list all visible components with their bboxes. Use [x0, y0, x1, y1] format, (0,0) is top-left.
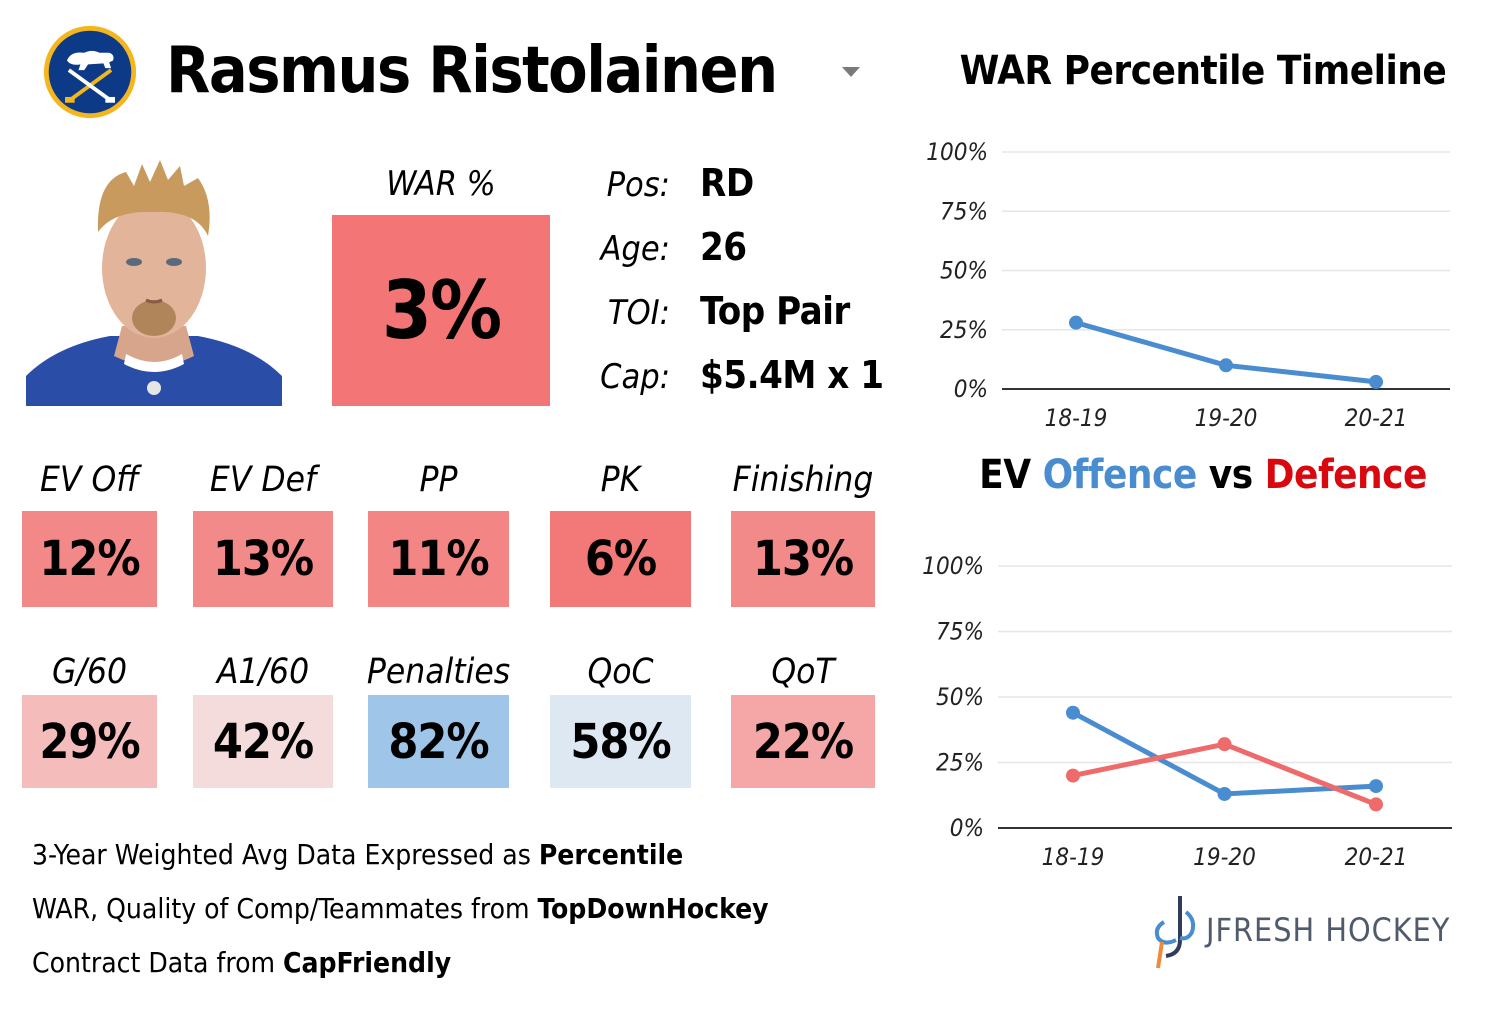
- position-label: Pos:: [606, 165, 670, 205]
- war-timeline-chart: 0% 25% 50% 75% 100% 18-19 19-20 20-21: [926, 138, 1450, 432]
- cap-label: Cap:: [600, 357, 670, 397]
- stat-box-penalties: 82%: [368, 695, 509, 788]
- player-select-chevron-down-icon[interactable]: [842, 67, 860, 77]
- sabres-logo-icon: [43, 25, 137, 119]
- toi-label: TOI:: [607, 293, 670, 333]
- note-war-source-bold: TopDownHockey: [537, 892, 769, 925]
- note-contract-source-text: Contract Data from: [32, 946, 284, 979]
- age-label: Age:: [600, 229, 670, 269]
- position-value: RD: [700, 161, 754, 205]
- x-tick-label: 19-20: [1193, 843, 1256, 871]
- note-percentile-text: 3-Year Weighted Avg Data Expressed as: [32, 838, 539, 871]
- player-name: Rasmus Ristolainen: [166, 34, 778, 108]
- brand-name: JFRESH HOCKEY: [1206, 911, 1451, 949]
- stat-label-ev-def: EV Def: [209, 460, 317, 500]
- stat-label-g60: G/60: [51, 652, 128, 692]
- note-contract-source-bold: CapFriendly: [283, 946, 452, 979]
- stat-label-a160: A1/60: [216, 652, 310, 692]
- war-value: 3%: [381, 264, 502, 357]
- title-part-defence: Defence: [1264, 452, 1428, 498]
- jfresh-logo-icon: [1154, 896, 1196, 969]
- data-point: [1066, 768, 1080, 783]
- stat-box-pp: 11%: [368, 511, 509, 607]
- cap-value: $5.4M x 1: [700, 353, 884, 397]
- ev-offence-defence-chart: 0% 25% 50% 75% 100% 18-19 19-20 20-21: [922, 552, 1452, 871]
- note-contract-source: Contract Data from CapFriendly: [32, 946, 451, 979]
- data-point: [1219, 358, 1233, 373]
- stat-box-pk: 6%: [550, 511, 691, 607]
- war-timeline-title: WAR Percentile Timeline: [959, 48, 1447, 94]
- note-war-source-text: WAR, Quality of Comp/Teammates from: [32, 892, 538, 925]
- toi-value: Top Pair: [700, 289, 850, 333]
- note-percentile: 3-Year Weighted Avg Data Expressed as Pe…: [32, 838, 683, 871]
- y-tick-label: 50%: [940, 257, 988, 285]
- y-tick-label: 100%: [926, 138, 988, 166]
- note-war-source: WAR, Quality of Comp/Teammates from TopD…: [32, 892, 769, 925]
- stat-box-qoc: 58%: [550, 695, 691, 788]
- y-tick-label: 100%: [922, 552, 984, 580]
- stat-box-finishing: 13%: [731, 511, 875, 607]
- y-tick-label: 25%: [936, 749, 984, 777]
- stat-box-ev-def: 13%: [193, 511, 333, 607]
- stat-box-ev-off: 12%: [22, 511, 157, 607]
- stat-label-pp: PP: [419, 460, 458, 500]
- stat-label-penalties: Penalties: [366, 652, 511, 692]
- data-point: [1369, 374, 1383, 389]
- stat-label-qoc: QoC: [587, 652, 654, 692]
- stat-label-qot: QoT: [771, 652, 835, 692]
- ev-offence-defence-title: EV Offence vs Defence: [930, 452, 1476, 498]
- stat-label-ev-off: EV Off: [40, 460, 139, 500]
- x-tick-label: 19-20: [1195, 404, 1258, 432]
- y-tick-label: 0%: [954, 375, 988, 403]
- age-value: 26: [700, 225, 747, 269]
- series-line-0: [1073, 320, 1379, 385]
- stat-box-qot: 22%: [731, 695, 875, 788]
- data-point: [1066, 705, 1080, 720]
- y-tick-label: 0%: [950, 814, 984, 842]
- y-tick-label: 50%: [936, 683, 984, 711]
- series-line-0: [1070, 710, 1379, 797]
- x-tick-label: 20-21: [1345, 843, 1408, 871]
- x-tick-label: 18-19: [1042, 843, 1105, 871]
- x-tick-label: 18-19: [1045, 404, 1108, 432]
- title-part-ev: EV: [979, 452, 1043, 498]
- data-point: [1369, 797, 1383, 812]
- data-point: [1069, 315, 1083, 330]
- stat-label-finishing: Finishing: [732, 460, 874, 500]
- stat-box-g60: 29%: [22, 695, 157, 788]
- data-point: [1369, 779, 1383, 794]
- war-value-box: 3%: [332, 215, 550, 406]
- data-point: [1217, 786, 1232, 801]
- note-percentile-bold: Percentile: [538, 838, 684, 871]
- y-tick-label: 75%: [936, 618, 984, 646]
- stat-box-a160: 42%: [193, 695, 333, 788]
- war-label: WAR %: [386, 164, 496, 204]
- stat-label-pk: PK: [600, 460, 641, 500]
- title-part-offence: Offence: [1042, 452, 1198, 498]
- y-tick-label: 25%: [940, 316, 988, 344]
- y-tick-label: 75%: [940, 197, 988, 225]
- data-point: [1217, 737, 1232, 752]
- player-photo: [26, 150, 282, 406]
- x-tick-label: 20-21: [1345, 404, 1408, 432]
- title-part-vs: vs: [1196, 452, 1265, 498]
